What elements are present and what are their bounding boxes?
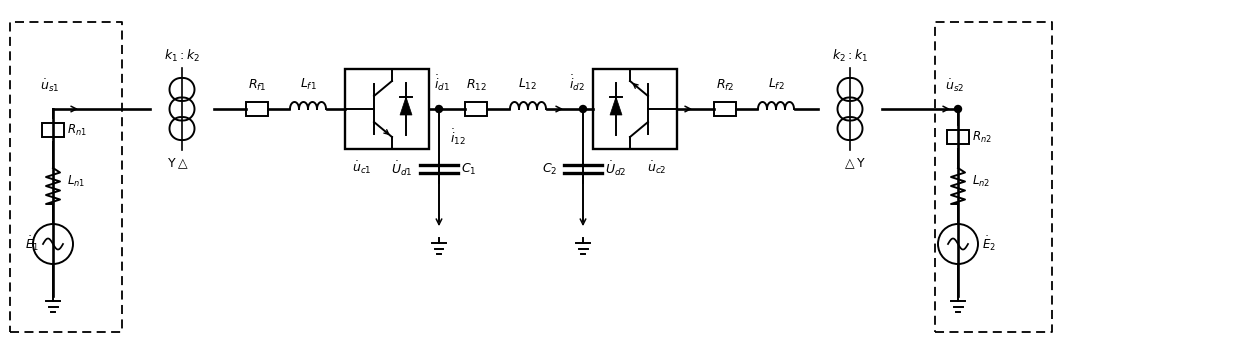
Text: $\dot{u}_{c2}$: $\dot{u}_{c2}$ xyxy=(647,159,667,176)
Text: $R_{f2}$: $R_{f2}$ xyxy=(715,78,734,93)
Text: $k_1:k_2$: $k_1:k_2$ xyxy=(164,48,200,64)
Text: $k_2:k_1$: $k_2:k_1$ xyxy=(832,48,868,64)
Text: $L_{f2}$: $L_{f2}$ xyxy=(768,77,785,92)
Text: $R_{n1}$: $R_{n1}$ xyxy=(67,123,87,138)
Text: Y$\triangle$: Y$\triangle$ xyxy=(167,156,188,171)
Text: $\dot{u}_{s1}$: $\dot{u}_{s1}$ xyxy=(41,78,60,94)
Text: $R_{12}$: $R_{12}$ xyxy=(465,78,486,93)
Text: $\dot{U}_{d2}$: $\dot{U}_{d2}$ xyxy=(605,160,626,178)
Bar xyxy=(345,69,429,149)
Circle shape xyxy=(955,105,961,113)
Text: $L_{n2}$: $L_{n2}$ xyxy=(972,173,991,189)
Polygon shape xyxy=(610,97,622,115)
Bar xyxy=(42,124,64,137)
Text: $\dot{i}_{12}$: $\dot{i}_{12}$ xyxy=(450,127,466,147)
Polygon shape xyxy=(401,97,412,115)
Circle shape xyxy=(579,105,587,113)
Bar xyxy=(947,130,968,144)
Text: $L_{n1}$: $L_{n1}$ xyxy=(67,173,86,189)
Text: $R_{f1}$: $R_{f1}$ xyxy=(248,78,267,93)
Text: $\dot{E}_1$: $\dot{E}_1$ xyxy=(25,235,38,253)
Text: $L_{f1}$: $L_{f1}$ xyxy=(300,77,316,92)
Text: $\dot{i}_{d1}$: $\dot{i}_{d1}$ xyxy=(434,73,450,93)
Text: $\dot{i}_{d2}$: $\dot{i}_{d2}$ xyxy=(569,73,585,93)
Circle shape xyxy=(435,105,443,113)
Bar xyxy=(714,102,737,116)
Bar xyxy=(246,102,268,116)
Text: $\triangle$Y: $\triangle$Y xyxy=(842,156,866,171)
Bar xyxy=(465,102,487,116)
Bar xyxy=(593,69,677,149)
Text: $R_{n2}$: $R_{n2}$ xyxy=(972,130,992,144)
Text: $\dot{U}_{d1}$: $\dot{U}_{d1}$ xyxy=(392,160,413,178)
Text: $C_2$: $C_2$ xyxy=(542,161,557,177)
Text: $C_1$: $C_1$ xyxy=(461,161,476,177)
Text: $\dot{u}_{c1}$: $\dot{u}_{c1}$ xyxy=(352,159,372,176)
Text: $L_{12}$: $L_{12}$ xyxy=(518,77,538,92)
Text: $\dot{u}_{s2}$: $\dot{u}_{s2}$ xyxy=(945,78,965,94)
Text: $\dot{E}_2$: $\dot{E}_2$ xyxy=(982,235,996,253)
